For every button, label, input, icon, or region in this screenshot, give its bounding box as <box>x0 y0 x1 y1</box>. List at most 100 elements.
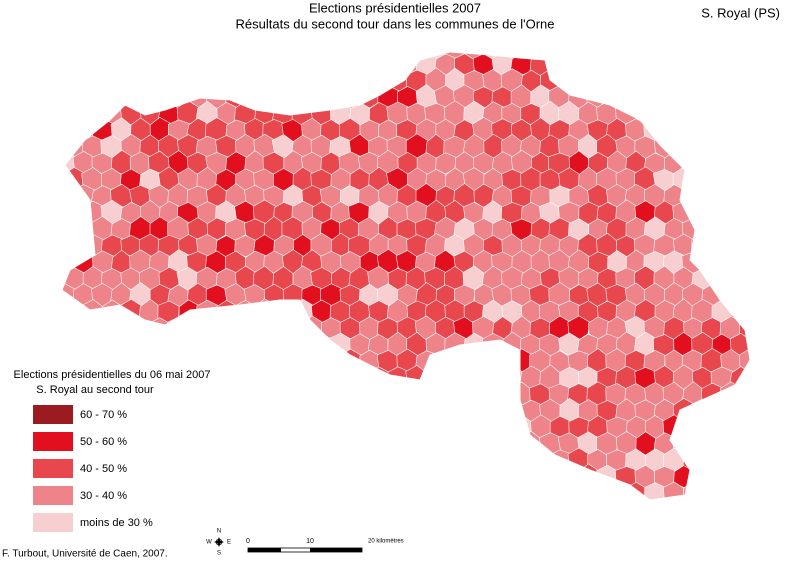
commune <box>167 481 190 500</box>
commune <box>234 69 257 93</box>
commune <box>111 314 134 342</box>
commune <box>319 482 343 500</box>
commune <box>167 381 191 406</box>
compass-e: E <box>227 540 231 546</box>
commune <box>719 481 743 500</box>
commune <box>320 413 342 441</box>
commune <box>243 350 266 375</box>
commune <box>710 134 734 160</box>
commune <box>81 332 104 357</box>
commune <box>300 482 323 500</box>
commune <box>710 431 733 457</box>
commune <box>148 415 172 441</box>
commune <box>368 432 391 456</box>
commune <box>243 448 266 473</box>
commune <box>282 283 305 309</box>
commune <box>167 52 191 78</box>
commune <box>196 399 218 423</box>
commune <box>281 316 305 342</box>
commune <box>683 414 705 439</box>
commune <box>253 398 277 423</box>
commune <box>62 100 86 127</box>
commune <box>663 481 685 500</box>
commune <box>301 349 324 374</box>
commune <box>644 52 666 77</box>
commune <box>405 399 429 425</box>
commune <box>596 52 619 62</box>
commune <box>224 383 248 407</box>
commune <box>187 449 209 474</box>
commune <box>62 266 66 291</box>
commune <box>635 52 658 60</box>
legend-swatch <box>33 486 73 505</box>
commune <box>196 333 218 357</box>
commune <box>177 398 199 423</box>
commune <box>130 52 152 78</box>
commune <box>244 414 267 439</box>
commune <box>740 415 750 440</box>
commune <box>711 67 734 92</box>
commune <box>748 301 750 325</box>
commune <box>491 448 514 473</box>
commune <box>605 53 628 78</box>
commune <box>187 53 210 76</box>
commune <box>186 414 210 439</box>
commune <box>729 267 750 291</box>
commune <box>720 151 743 177</box>
commune <box>367 398 389 423</box>
commune <box>749 201 750 224</box>
commune <box>692 464 715 490</box>
commune <box>396 381 420 408</box>
commune <box>110 53 134 76</box>
commune <box>530 447 551 474</box>
commune <box>691 398 714 424</box>
commune <box>454 383 476 407</box>
commune <box>292 398 315 424</box>
commune <box>130 481 153 500</box>
commune <box>739 249 750 274</box>
commune <box>281 52 305 78</box>
commune <box>702 52 724 76</box>
commune <box>340 52 362 78</box>
commune <box>748 67 750 94</box>
commune <box>453 415 477 439</box>
commune <box>176 463 200 488</box>
commune <box>205 447 229 474</box>
commune <box>357 416 381 441</box>
commune <box>749 367 750 392</box>
commune <box>721 282 743 309</box>
commune <box>331 464 353 488</box>
commune <box>158 398 180 423</box>
commune <box>386 431 409 456</box>
commune <box>616 52 637 60</box>
commune <box>472 481 495 500</box>
commune <box>225 448 247 474</box>
commune <box>462 464 486 489</box>
commune <box>501 433 524 456</box>
commune <box>138 398 162 422</box>
commune <box>195 465 219 489</box>
commune <box>510 448 533 474</box>
commune <box>425 463 448 491</box>
commune <box>710 168 733 193</box>
commune <box>272 464 295 490</box>
commune <box>226 349 247 374</box>
compass-s: S <box>217 551 221 557</box>
commune <box>433 383 457 407</box>
commune <box>387 398 409 425</box>
commune <box>738 348 750 374</box>
commune <box>282 448 305 472</box>
commune <box>187 382 210 406</box>
commune <box>263 350 286 375</box>
legend-swatch <box>33 432 73 451</box>
commune <box>176 334 200 358</box>
commune <box>320 349 343 374</box>
commune <box>357 381 381 408</box>
commune <box>81 102 105 127</box>
commune <box>740 217 750 243</box>
commune <box>301 382 323 407</box>
commune <box>262 84 286 111</box>
commune <box>710 233 733 259</box>
commune <box>254 466 275 489</box>
